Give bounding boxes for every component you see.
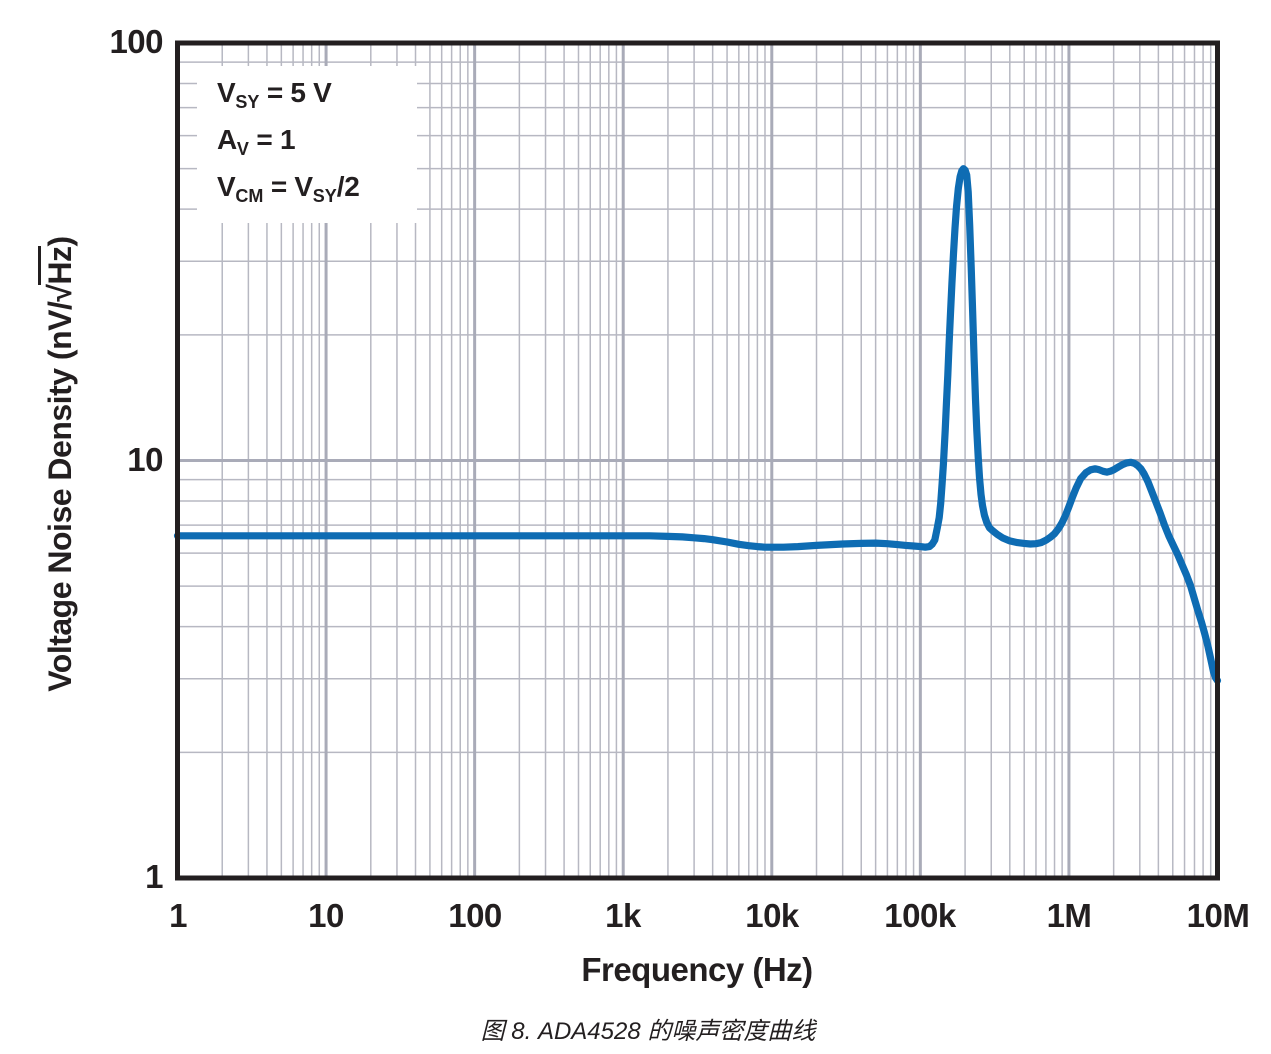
y-tick-label: 100 <box>109 23 163 60</box>
condition-common-mode: VCM = VSY/2 <box>217 171 360 206</box>
condition-supply-voltage: VSY = 5 V <box>217 77 332 112</box>
x-tick-label: 10k <box>745 897 799 934</box>
noise-density-curve <box>173 165 1222 685</box>
test-conditions-annotation: VSY = 5 V AV = 1 VCM = VSY/2 <box>197 66 417 223</box>
y-axis-title-text: Voltage Noise Density (nV/ <box>42 301 78 692</box>
x-tick-label: 10M <box>1186 897 1250 934</box>
x-tick-label: 1M <box>1046 897 1092 934</box>
condition-gain: AV = 1 <box>217 124 296 159</box>
y-tick-label: 1 <box>145 858 163 895</box>
x-tick-label: 1k <box>605 897 641 934</box>
x-tick-label: 100 <box>448 897 502 934</box>
x-tick-label: 1 <box>169 897 187 934</box>
sqrt-radicand: Hz <box>38 246 78 285</box>
y-tick-label: 10 <box>127 441 163 478</box>
y-axis-title-close: ) <box>42 236 78 247</box>
plot-border <box>175 40 1220 881</box>
sqrt-symbol: √ <box>42 284 78 302</box>
x-tick-label: 100k <box>884 897 956 934</box>
figure-caption: 图 8. ADA4528 的噪声密度曲线 <box>480 1018 816 1045</box>
x-tick-label: 10 <box>308 897 344 934</box>
x-axis-title: Frequency (Hz) <box>581 951 813 988</box>
